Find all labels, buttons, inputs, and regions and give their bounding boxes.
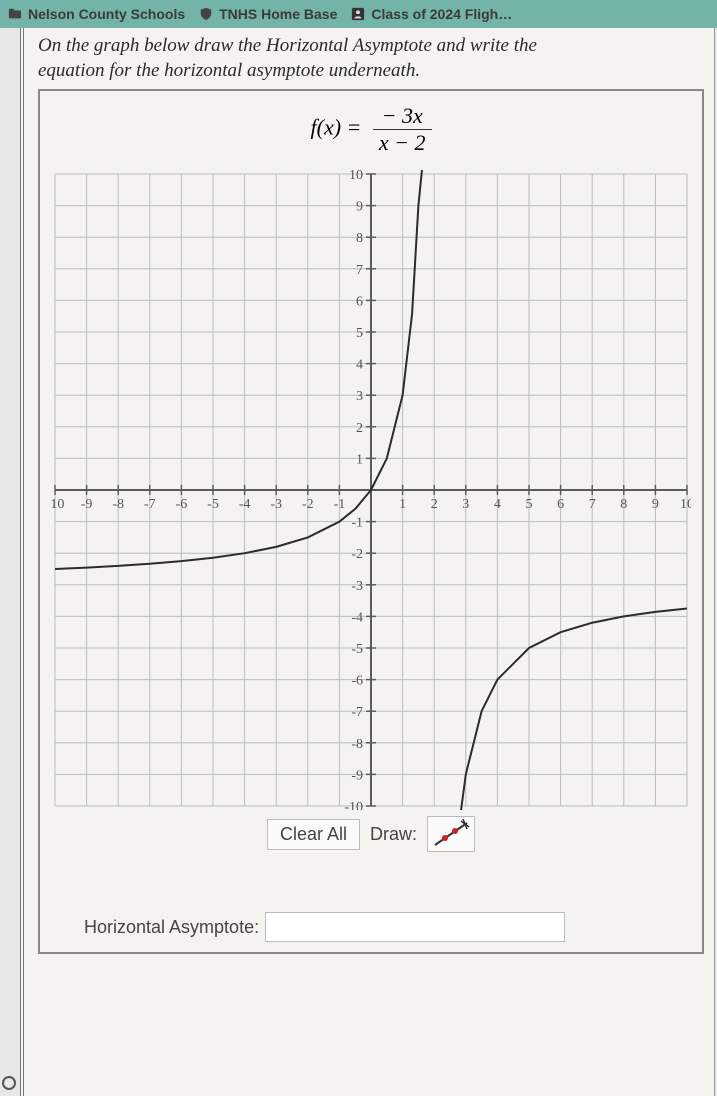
svg-text:8: 8 [620,497,627,512]
svg-text:4: 4 [356,358,363,373]
svg-text:1: 1 [356,453,363,468]
svg-text:7: 7 [356,263,363,278]
bookmark-label: Nelson County Schools [28,6,185,22]
shield-icon [199,7,213,21]
svg-text:3: 3 [462,497,469,512]
graph-canvas[interactable]: -10 -9 -8 -7 -6 -5 -4 -3 -2 -1 1 2 3 4 5 6 7 8 9 10 10 9 8 7 6 5 4… [51,170,691,810]
bookmarks-bar: Nelson County Schools TNHS Home Base Cla… [0,0,717,28]
folder-icon [8,7,22,21]
svg-text:-1: -1 [351,516,363,531]
svg-text:-5: -5 [351,642,363,657]
problem-box: f(x) = − 3x x − 2 -10 -9 -8 -7 -6 -5 -4 -3 -2 -1 1… [38,89,704,954]
svg-text:-5: -5 [207,497,219,512]
svg-text:7: 7 [589,497,596,512]
equation-numerator: − 3x [373,103,432,130]
equation-lhs: f(x) = [311,115,367,140]
svg-text:-7: -7 [351,706,363,721]
svg-text:-10: -10 [344,800,363,810]
svg-text:6: 6 [557,497,564,512]
equation: f(x) = − 3x x − 2 [44,103,698,156]
svg-text:5: 5 [526,497,533,512]
svg-text:-4: -4 [351,611,363,626]
svg-text:-8: -8 [351,737,363,752]
svg-text:-7: -7 [144,497,156,512]
clear-all-button[interactable]: Clear All [267,819,360,850]
svg-text:-2: -2 [302,497,314,512]
equation-denominator: x − 2 [373,130,432,156]
answer-label: Horizontal Asymptote: [84,917,259,938]
svg-text:-6: -6 [176,497,188,512]
svg-text:-2: -2 [351,548,363,563]
bookmark-tnhs[interactable]: TNHS Home Base [199,6,337,22]
svg-text:-6: -6 [351,674,363,689]
svg-text:9: 9 [652,497,659,512]
svg-text:1: 1 [399,497,406,512]
svg-text:-9: -9 [81,497,93,512]
equation-fraction: − 3x x − 2 [373,103,432,156]
radio-marker-icon [2,1076,16,1090]
prompt-text: On the graph below draw the Horizontal A… [38,34,704,83]
bookmark-class2024[interactable]: Class of 2024 Fligh… [351,6,512,22]
worksheet-page: On the graph below draw the Horizontal A… [20,28,715,1096]
svg-text:3: 3 [356,390,363,405]
svg-text:-8: -8 [112,497,124,512]
svg-text:8: 8 [356,232,363,247]
svg-text:10: 10 [349,170,363,183]
bookmark-nelson[interactable]: Nelson County Schools [8,6,185,22]
answer-row: Horizontal Asymptote: [44,912,698,942]
svg-text:2: 2 [356,421,363,436]
svg-text:10: 10 [680,497,691,512]
draw-tool-line-with-points[interactable] [427,816,475,852]
svg-text:2: 2 [431,497,438,512]
bookmark-label: TNHS Home Base [219,6,337,22]
horizontal-asymptote-input[interactable] [265,912,565,942]
svg-text:-1: -1 [334,497,346,512]
svg-text:-10: -10 [51,497,64,512]
svg-text:4: 4 [494,497,501,512]
bookmark-label: Class of 2024 Fligh… [371,6,512,22]
svg-text:-3: -3 [351,579,363,594]
svg-text:-3: -3 [270,497,282,512]
draw-label: Draw: [370,824,417,845]
svg-text:9: 9 [356,200,363,215]
svg-text:5: 5 [356,326,363,341]
graph-toolbar: Clear All Draw: [44,816,698,852]
svg-text:6: 6 [356,295,363,310]
person-icon [351,7,365,21]
svg-text:-9: -9 [351,769,363,784]
svg-text:-4: -4 [239,497,251,512]
